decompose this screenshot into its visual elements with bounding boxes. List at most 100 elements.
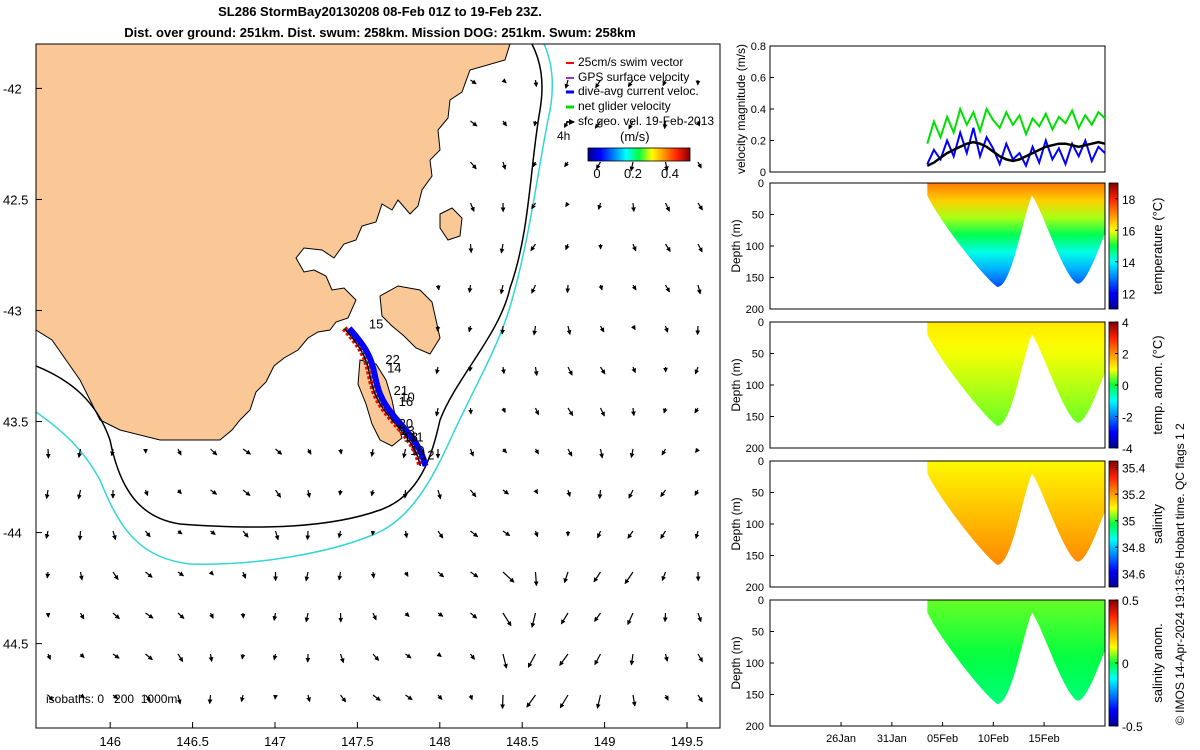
sfc-velocity-arrow (631, 407, 636, 417)
legend-dive: dive-avg current veloc. (578, 84, 699, 98)
map-x-ticks: 146 146.5 147 147.5 148 148.5 149 149.5 (99, 722, 703, 749)
sfc-velocity-arrow (402, 448, 407, 459)
sfc-velocity-arrow (499, 284, 505, 295)
glider-path (343, 327, 422, 467)
map-ytick-label: 42.5 (3, 192, 28, 207)
sfc-velocity-arrow (210, 530, 216, 535)
sfc-velocity-arrow (697, 243, 703, 253)
sfc-velocity-arrow (631, 366, 636, 374)
cbar-tick-0: 0 (593, 166, 600, 181)
sfc-velocity-arrow (533, 79, 539, 88)
sfc-velocity-arrow (470, 161, 477, 170)
sfc-velocity-arrow (694, 489, 700, 496)
sfc-velocity-arrow (207, 694, 213, 705)
time-tick-label: 05Feb (927, 733, 958, 745)
sfc-velocity-arrow (112, 694, 119, 700)
time-tick-label: 10Feb (978, 733, 1009, 745)
sfc-velocity-arrow (306, 489, 312, 499)
profile-field (927, 183, 1105, 287)
velocity-panel: 0 0.2 0.4 0.6 0.8 velocity magnitude (m/s) (734, 41, 1106, 179)
sfc-velocity-arrow (526, 694, 536, 708)
sfc-velocity-arrow (631, 202, 636, 213)
sfc-velocity-arrow (695, 447, 700, 454)
velocity-series-net (926, 105, 1106, 144)
time-tick-label: 26Jan (826, 733, 856, 745)
sfc-velocity-arrow (274, 530, 280, 541)
sfc-velocity-arrow (242, 489, 251, 496)
sfc-velocity-arrow (44, 489, 50, 500)
track-label: 10 (400, 390, 414, 405)
sfc-velocity-arrow (501, 448, 507, 454)
sfc-velocity-arrow (437, 489, 442, 500)
cbar-label: temp. anom. (°C) (1150, 335, 1165, 434)
velocity-ytick-label: 0.4 (751, 104, 766, 116)
sfc-velocity-arrow (660, 530, 667, 540)
sfc-velocity-arrow (240, 653, 246, 660)
sfc-velocity-arrow (241, 571, 247, 579)
legend-swim: 25cm/s swim vector (578, 55, 683, 69)
sfc-velocity-arrow (470, 489, 477, 498)
track-label: 15 (369, 316, 383, 331)
sfc-velocity-arrow (661, 448, 667, 456)
sfc-velocity-arrow (627, 79, 634, 88)
sfc-velocity-arrow (697, 653, 703, 663)
isobath-1000m (36, 44, 554, 565)
cbar-tick-label: 0 (1122, 657, 1129, 671)
speed-colorbar (587, 147, 691, 162)
sfc-velocity-arrow (629, 448, 635, 459)
sfc-velocity-arrow (697, 612, 702, 623)
cbar-tick-0-2: 0.2 (624, 166, 642, 181)
sfc-velocity-arrow (145, 571, 153, 578)
sfc-velocity-arrow (340, 694, 347, 703)
sfc-velocity-arrow (695, 120, 701, 127)
sfc-velocity-arrow (694, 366, 700, 375)
sfc-velocity-arrow (564, 79, 570, 89)
sfc-velocity-arrow (502, 653, 508, 669)
colorbar-unit: (m/s) (620, 129, 650, 144)
sfc-velocity-arrow (628, 120, 634, 130)
sfc-velocity-arrow (565, 284, 571, 294)
cbar-label: salinity (1150, 504, 1165, 544)
cbar-tick-label: 35 (1122, 515, 1136, 529)
sfc-velocity-arrow (631, 324, 636, 331)
depth-tick-label: 150 (746, 273, 764, 285)
profile-colorbar (1108, 182, 1119, 310)
depth-ylabel: Depth (m) (729, 358, 743, 411)
sfc-velocity-arrow (502, 489, 510, 495)
depth-tick-label: 200 (746, 721, 764, 733)
sfc-velocity-arrow (143, 489, 149, 497)
cbar-label: salinity anom. (1150, 623, 1165, 702)
cbar-tick-label: -2 (1122, 411, 1133, 425)
sfc-velocity-arrow (437, 571, 445, 578)
sfc-velocity-arrow (532, 325, 538, 336)
sfc-velocity-arrow (664, 243, 671, 253)
sfc-velocity-arrow (240, 694, 245, 703)
sfc-velocity-arrow (597, 202, 603, 211)
sfc-velocity-arrow (77, 530, 83, 541)
sfc-velocity-arrow (210, 448, 218, 456)
track-label: 11 (410, 430, 424, 445)
depth-tick-label: 100 (746, 241, 764, 253)
cbar-tick-label: 0.5 (1122, 594, 1139, 608)
sfc-velocity-arrow (627, 612, 634, 626)
sfc-velocity-arrow (527, 653, 537, 668)
sfc-velocity-arrow (470, 120, 478, 127)
depth-tick-label: 0 (758, 595, 764, 607)
sfc-velocity-arrow (594, 653, 602, 666)
sfc-velocity-arrow (627, 530, 634, 539)
sfc-velocity-arrow (306, 448, 312, 455)
track-label: 18 (404, 430, 418, 445)
sfc-velocity-arrow (567, 448, 573, 457)
sfc-velocity-arrow (664, 694, 669, 701)
sfc-velocity-arrow (599, 325, 605, 333)
maria-island (439, 207, 463, 241)
sfc-velocity-arrow (599, 366, 606, 375)
map-ytick-label: -42 (3, 81, 22, 96)
cbar-tick-label: 12 (1122, 287, 1136, 301)
title-line-1: SL286 StormBay20130208 08-Feb 01Z to 19-… (218, 4, 542, 19)
cbar-tick-label: 0 (1122, 379, 1129, 393)
profile-field (927, 322, 1105, 426)
sfc-velocity-arrow (662, 120, 668, 130)
velocity-series-sfc (926, 140, 1106, 167)
